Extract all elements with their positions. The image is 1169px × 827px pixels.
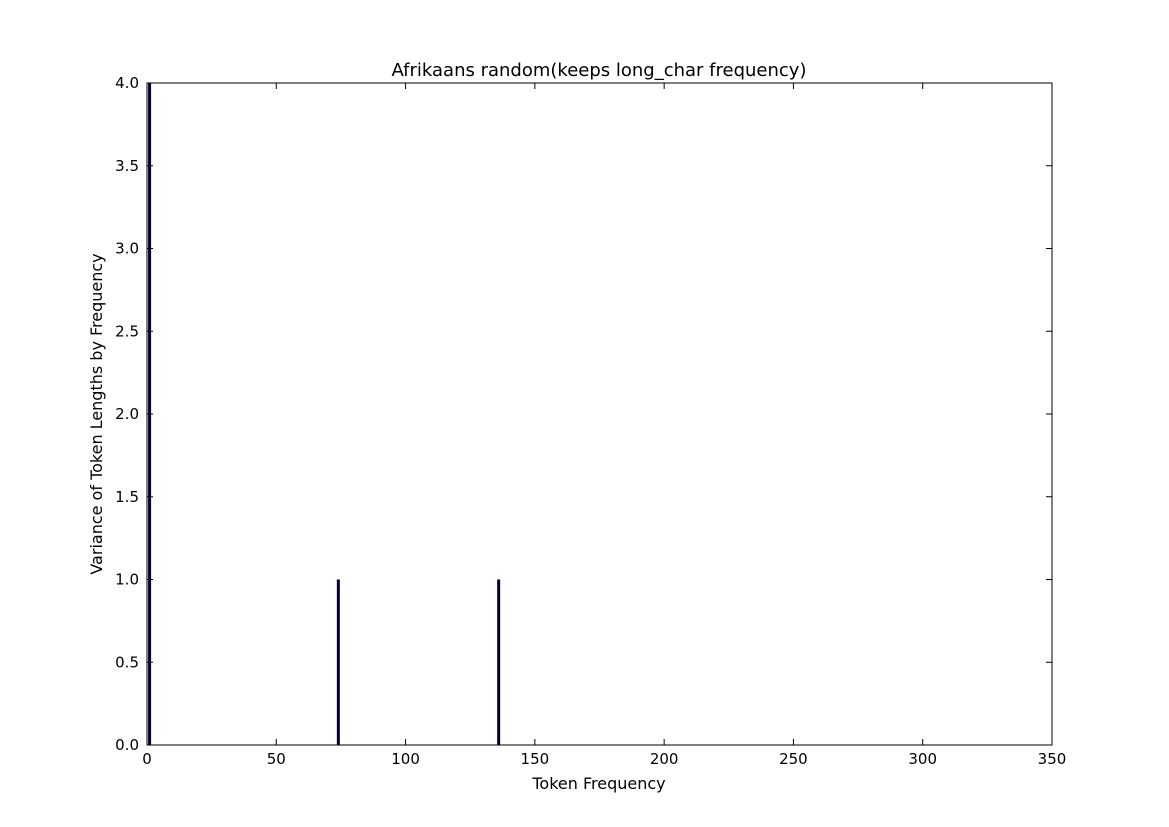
x-tick-label: 150 [521, 750, 550, 768]
bar-1 [336, 579, 340, 745]
x-axis-label: Token Frequency [531, 774, 665, 793]
x-tick-label: 250 [779, 750, 808, 768]
y-tick-label: 2.0 [115, 405, 139, 423]
x-tick-label: 350 [1038, 750, 1067, 768]
x-tick-label: 200 [650, 750, 679, 768]
y-tick-label: 2.5 [115, 322, 139, 340]
y-tick-label: 3.5 [115, 157, 139, 175]
bars-group [148, 83, 501, 745]
x-tick-label: 50 [267, 750, 286, 768]
y-tick-label: 0.5 [115, 653, 139, 671]
plot-frame [146, 82, 1053, 746]
x-tick-label: 300 [908, 750, 937, 768]
y-tick-label: 1.5 [115, 488, 139, 506]
ticks-group: 0 50 100 150 200 250 300 350 0.0 0.5 1.0 1.5 2.0 2.5 3… [115, 74, 1066, 768]
y-tick-label: 4.0 [115, 74, 139, 92]
y-tick-label: 1.0 [115, 571, 139, 589]
y-tick-label: 0.0 [115, 736, 139, 754]
bar-2 [497, 579, 501, 745]
x-tick-label: 0 [142, 750, 152, 768]
x-tick-label: 100 [391, 750, 420, 768]
y-axis-label: Variance of Token Lengths by Frequency [87, 253, 106, 574]
chart-title: Afrikaans random(keeps long_char frequen… [392, 60, 807, 81]
y-tick-label: 3.0 [115, 240, 139, 258]
